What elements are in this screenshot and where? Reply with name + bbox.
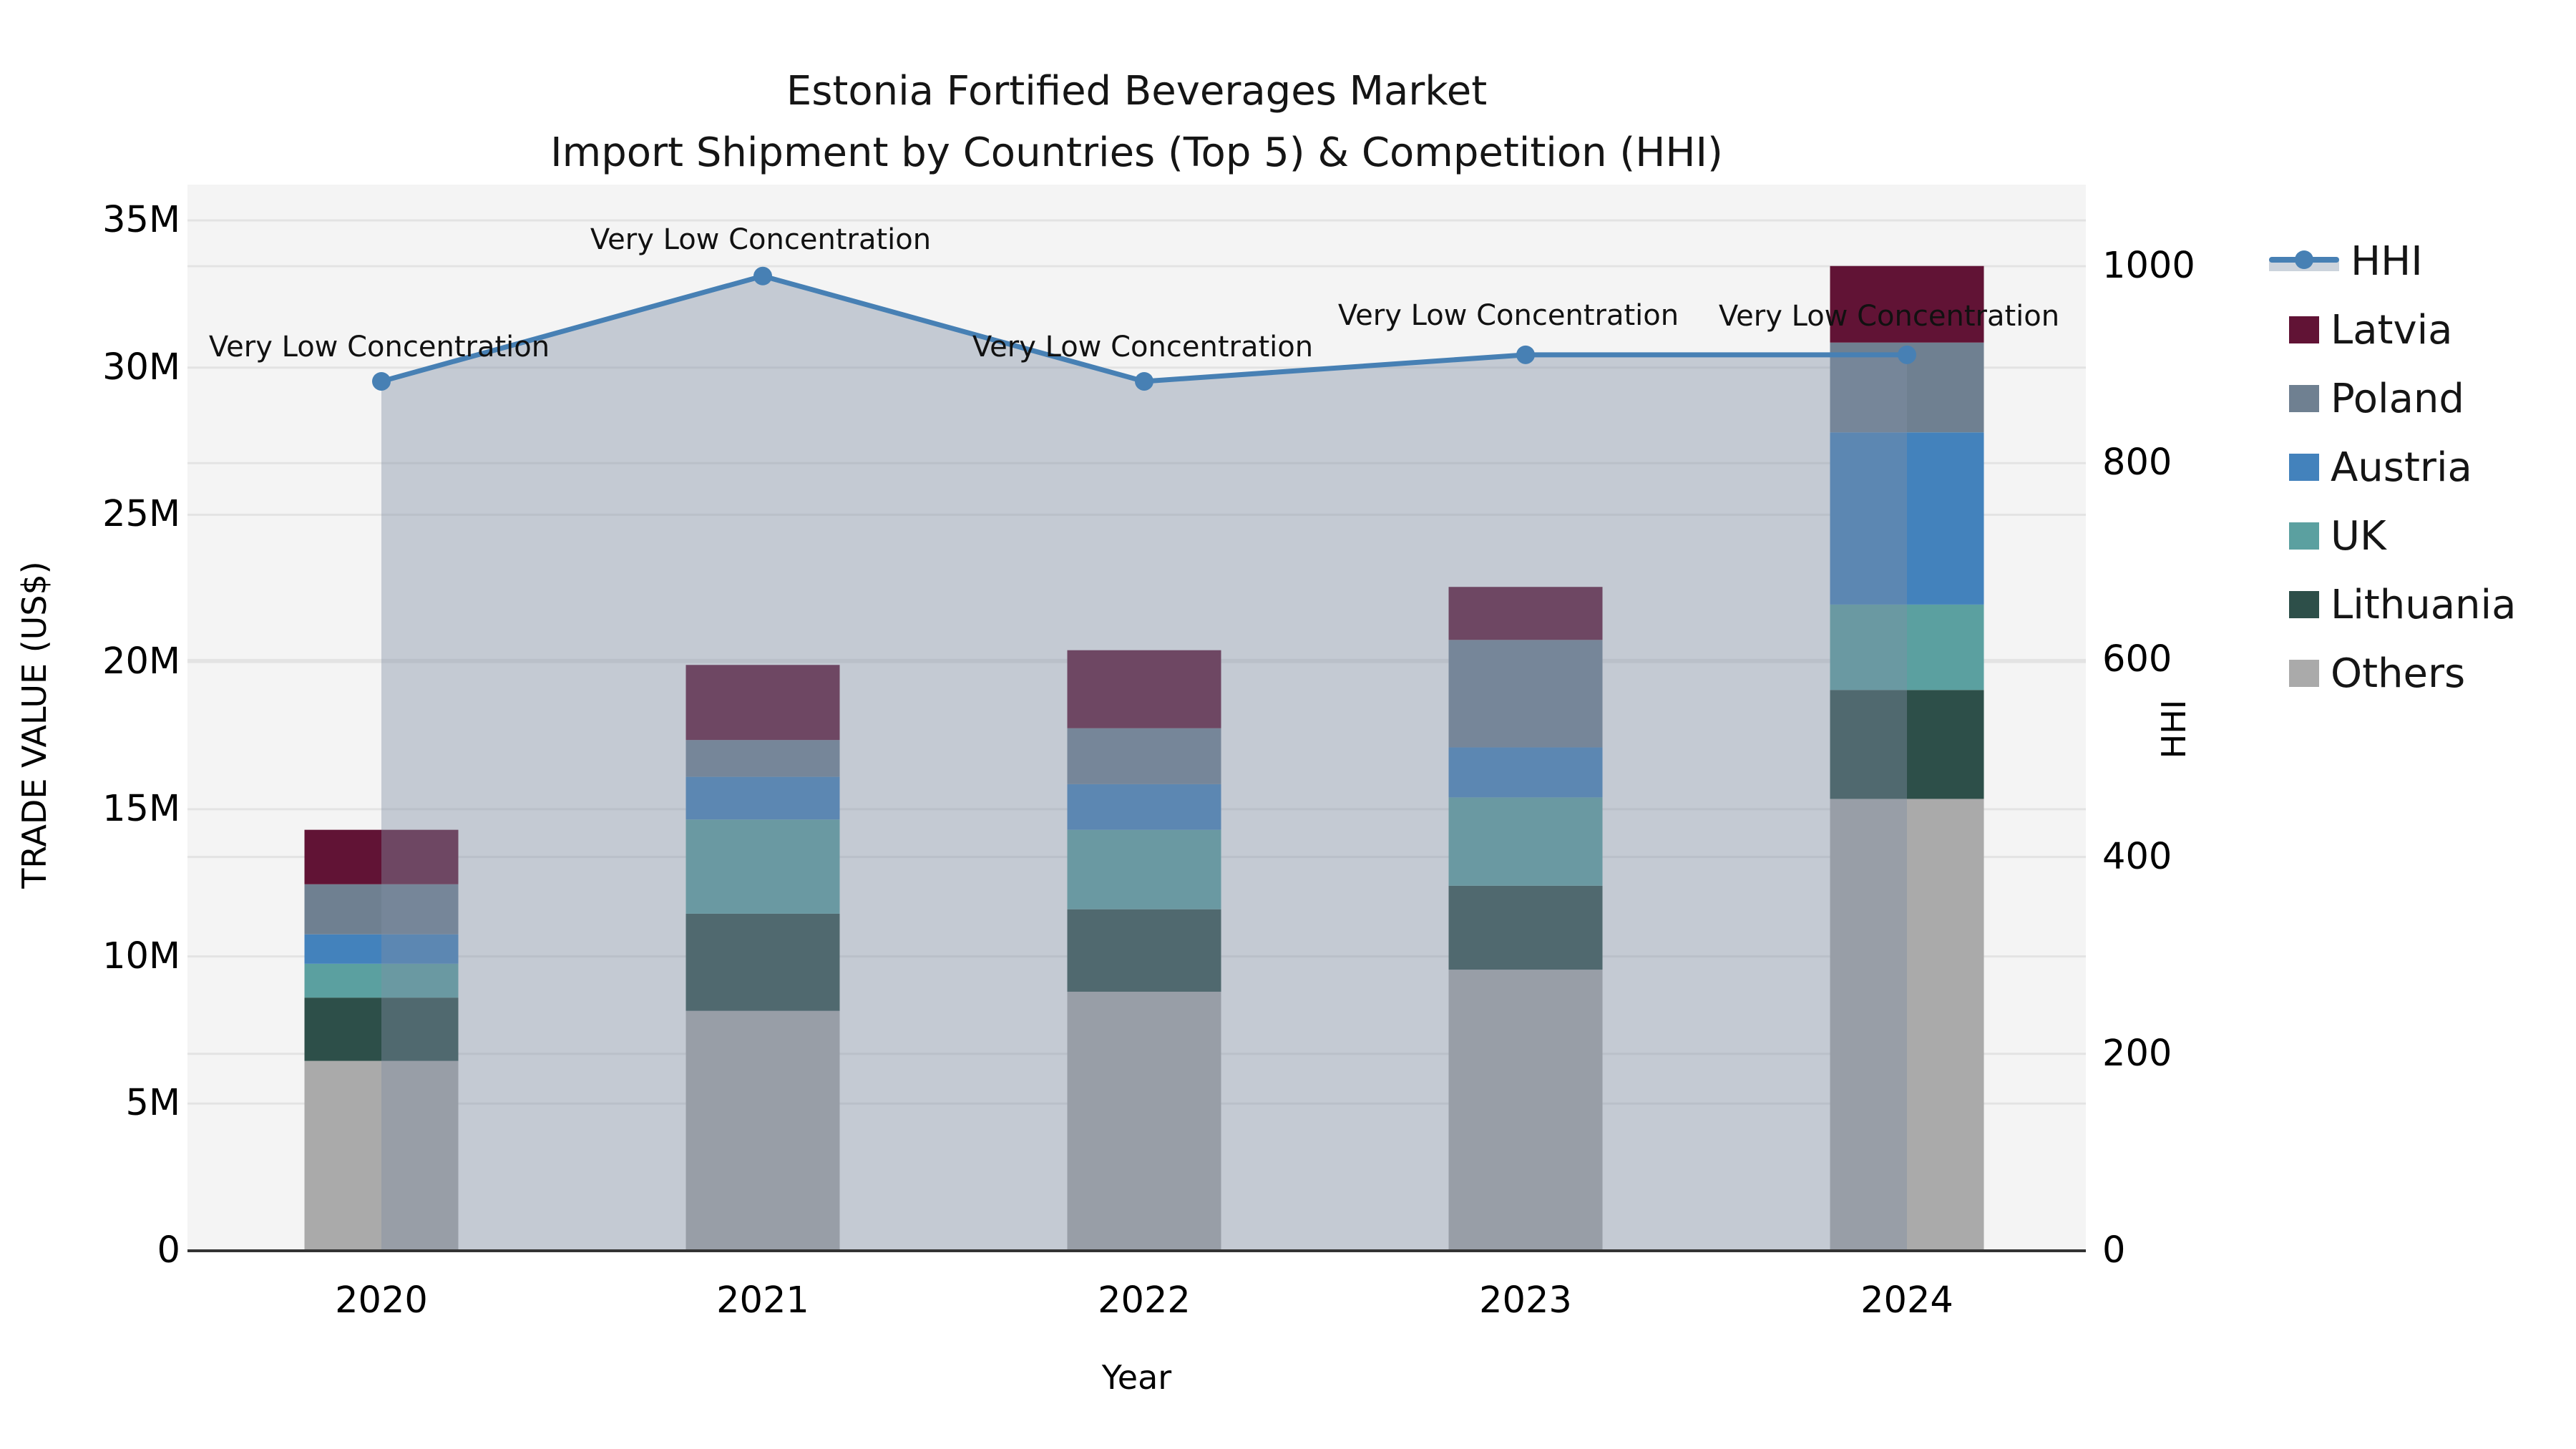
legend-label-austria: Austria <box>2331 444 2472 491</box>
x-tick-2023: 2023 <box>1479 1279 1572 1322</box>
legend-swatch-poland <box>2289 385 2319 412</box>
legend-swatch-lithuania <box>2289 591 2319 618</box>
bar-segment-poland-2020 <box>304 884 459 935</box>
y-right-tick-0: 0 <box>2102 1229 2126 1272</box>
bar-segment-uk-2020 <box>304 963 459 998</box>
bar-segment-austria-2022 <box>1067 784 1221 830</box>
hhi-marker-2021 <box>753 266 772 286</box>
hhi-marker-2024 <box>1898 345 1916 364</box>
x-tick-2020: 2020 <box>335 1279 428 1322</box>
bar-segment-poland-2023 <box>1448 640 1603 748</box>
legend-item-austria: Austria <box>2269 433 2472 502</box>
bar-segment-latvia-2020 <box>304 829 459 884</box>
y-left-tick-15M: 15M <box>102 787 180 830</box>
bar-segment-others-2022 <box>1067 991 1221 1251</box>
bar-segment-others-2023 <box>1448 970 1603 1251</box>
legend-item-poland: Poland <box>2269 364 2464 433</box>
hhi-line-icon <box>2269 247 2339 275</box>
legend-label-hhi: HHI <box>2351 238 2423 285</box>
y-left-tick-10M: 10M <box>102 935 180 977</box>
x-tick-2022: 2022 <box>1098 1279 1191 1322</box>
legend-swatch-others <box>2289 660 2319 687</box>
bar-segment-austria-2024 <box>1830 432 1984 605</box>
y-right-tick-400: 400 <box>2102 835 2172 878</box>
y-axis-label-right: HHI <box>2155 699 2193 759</box>
hhi-marker-2020 <box>372 371 391 391</box>
bar-segment-uk-2022 <box>1067 829 1221 909</box>
annotation-2024: Very Low Concentration <box>1718 300 2060 333</box>
x-axis-label: Year <box>1101 1358 1172 1397</box>
chart-title-line2: Import Shipment by Countries (Top 5) & C… <box>550 130 1723 176</box>
bar-segment-austria-2021 <box>686 776 840 820</box>
legend-label-uk: UK <box>2331 512 2386 560</box>
x-tick-2024: 2024 <box>1860 1279 1953 1322</box>
y-left-tick-5M: 5M <box>125 1082 180 1125</box>
y-left-tick-30M: 30M <box>102 346 180 389</box>
bar-segment-uk-2024 <box>1830 604 1984 691</box>
y-left-tick-25M: 25M <box>102 493 180 536</box>
legend-item-others: Others <box>2269 639 2465 708</box>
legend-swatch-latvia <box>2289 316 2319 343</box>
bar-segment-lithuania-2022 <box>1067 909 1221 992</box>
bar-segment-lithuania-2021 <box>686 913 840 1011</box>
hhi-area <box>381 275 1907 1251</box>
bar-segment-austria-2020 <box>304 934 459 964</box>
y-axis-label-left: TRADE VALUE (US$) <box>15 561 54 889</box>
bar-segment-latvia-2024 <box>1830 265 1984 343</box>
y-right-tick-800: 800 <box>2102 441 2172 484</box>
y-left-tick-20M: 20M <box>102 640 180 683</box>
y-left-tick-0: 0 <box>157 1229 180 1272</box>
legend-label-poland: Poland <box>2331 375 2464 422</box>
bar-segment-uk-2023 <box>1448 797 1603 886</box>
annotation-2023: Very Low Concentration <box>1337 299 1679 332</box>
hhi-marker-swatch <box>2295 250 2313 269</box>
bar-segment-others-2020 <box>304 1060 459 1251</box>
bar-segment-lithuania-2020 <box>304 997 459 1061</box>
legend-label-lithuania: Lithuania <box>2331 581 2517 628</box>
legend-item-hhi: HHI <box>2269 227 2423 296</box>
bar-segment-poland-2021 <box>686 740 840 777</box>
legend-item-latvia: Latvia <box>2269 296 2453 364</box>
chart-title-line1: Estonia Fortified Beverages Market <box>786 68 1488 114</box>
bar-segment-latvia-2023 <box>1448 587 1603 640</box>
annotation-2022: Very Low Concentration <box>972 331 1314 364</box>
bar-segment-lithuania-2024 <box>1830 690 1984 799</box>
bar-segment-lithuania-2023 <box>1448 885 1603 970</box>
bar-segment-austria-2023 <box>1448 747 1603 798</box>
bar-segment-uk-2021 <box>686 819 840 914</box>
x-tick-2021: 2021 <box>716 1279 809 1322</box>
y-right-tick-1000: 1000 <box>2102 245 2195 287</box>
chart-title: Estonia Fortified Beverages Market Impor… <box>187 61 2086 184</box>
bar-segment-poland-2022 <box>1067 728 1221 784</box>
legend-label-latvia: Latvia <box>2331 306 2453 353</box>
bar-segment-others-2021 <box>686 1010 840 1251</box>
y-right-tick-600: 600 <box>2102 638 2172 681</box>
bar-segment-latvia-2021 <box>686 665 840 741</box>
y-left-tick-35M: 35M <box>102 199 180 241</box>
bar-segment-latvia-2022 <box>1067 650 1221 728</box>
bar-segment-others-2024 <box>1830 799 1984 1251</box>
legend-swatch-austria <box>2289 454 2319 481</box>
y-right-tick-200: 200 <box>2102 1032 2172 1075</box>
annotation-2020: Very Low Concentration <box>208 331 550 364</box>
hhi-marker-2022 <box>1135 371 1153 391</box>
legend-item-lithuania: Lithuania <box>2269 570 2516 639</box>
legend-swatch-uk <box>2289 522 2319 550</box>
legend-label-others: Others <box>2331 650 2466 697</box>
annotation-2021: Very Low Concentration <box>590 223 932 256</box>
legend-item-uk: UK <box>2269 502 2386 570</box>
hhi-marker-2023 <box>1516 345 1535 364</box>
